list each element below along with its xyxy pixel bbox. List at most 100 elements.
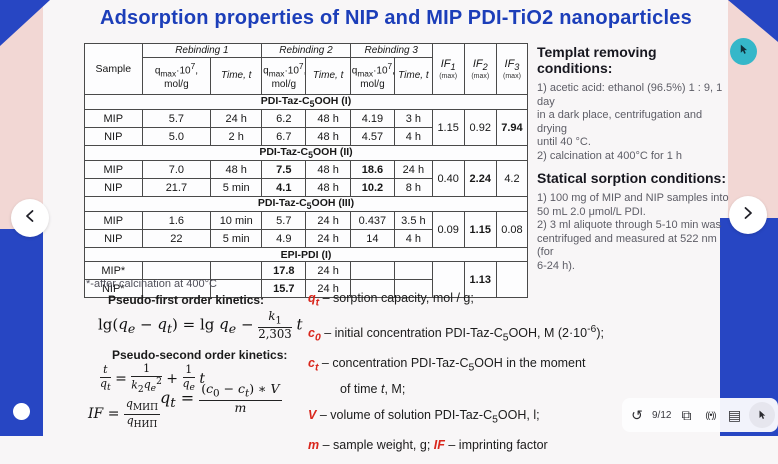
table-cell: 0.92 <box>463 109 497 147</box>
refresh-icon[interactable]: ↺ <box>631 407 643 423</box>
section-header: EPI-PDI (I) <box>84 247 528 263</box>
table-row: MIP 1.6 10 min 5.7 24 h 0.437 3.5 h 0.09 1.15 0.0… <box>84 211 529 249</box>
pointer-icon[interactable] <box>749 402 776 428</box>
imprinting-factor-equation: IF = qМИП qНИП <box>88 397 161 430</box>
statical-sorption-conditions: Statical sorption conditions: 1) 100 mg … <box>537 170 729 273</box>
table-cell <box>349 261 396 281</box>
definition-item: V – volume of solution PDI-Taz-C5OOH, l; <box>308 407 540 426</box>
table-cell: 24 h <box>305 229 351 249</box>
slide-counter: 9/12 <box>652 409 672 421</box>
table-cell: 4.57 <box>349 127 396 147</box>
table-cell: 1.6 <box>141 211 212 231</box>
symbol-definitions: qt – sorption capacity, mol / g; c0 – ini… <box>308 291 648 464</box>
section-header: PDI-Taz-C5OOH (II) <box>84 145 528 162</box>
table-cell: NIP <box>84 178 143 198</box>
table-cell: 48 h <box>305 127 351 147</box>
table-cell: 4.1 <box>261 178 307 198</box>
table-cell <box>431 261 465 299</box>
table-cell: 4.9 <box>261 229 307 249</box>
table-cell: MIP <box>84 109 143 129</box>
sorption-conditions-title: Statical sorption conditions: <box>537 170 727 186</box>
col-header-time: Time, t <box>210 57 263 95</box>
col-header-qmax: qmax·107, mol/g <box>141 57 212 95</box>
condition-line: until 40 °C. <box>537 136 591 148</box>
sorption-conditions-body: 1) 100 mg of MIP and NIP samples into 50 … <box>537 192 729 273</box>
table-cell: 1.13 <box>463 261 497 299</box>
table-row: MIP 7.0 48 h 7.5 48 h 18.6 24 h 0.40 2.24 4.2 <box>84 160 529 198</box>
viewer-toolbar: ↺ 9/12 ⧉ ((•)) ▤ <box>622 398 778 432</box>
col-header-time: Time, t <box>394 57 433 95</box>
top-left-triangle <box>0 0 50 46</box>
table-cell: 6.2 <box>261 109 307 129</box>
slide-title: Adsorption properties of NIP and MIP PDI… <box>100 7 692 29</box>
table-cell: 1.15 <box>463 211 497 249</box>
table-cell: 5 min <box>210 229 263 249</box>
previous-slide-button[interactable] <box>11 199 49 237</box>
pseudo-second-order-label: Pseudo-second order kinetics: <box>112 348 288 362</box>
table-cell: 7.0 <box>141 160 212 180</box>
condition-line: 1) 100 mg of MIP and NIP samples into <box>537 192 729 204</box>
definition-item: qt – sorption capacity, mol / g; <box>308 291 474 309</box>
condition-line: 6-24 h). <box>537 259 575 272</box>
table-cell <box>210 261 263 281</box>
condition-line: in a dark place, centrifugation and dryi… <box>537 109 703 135</box>
table-cell: 0.40 <box>431 160 465 198</box>
col-header-qmax: qmax·107, mol/g <box>349 57 396 95</box>
table-row: NIP* 15.7 24 h <box>84 279 528 299</box>
table-cell: MIP <box>84 211 143 231</box>
col-header-time: Time, t <box>305 57 351 95</box>
table-cell <box>349 279 396 299</box>
pseudo-first-order-label: Pseudo-first order kinetics: <box>108 293 265 307</box>
table-cell: 48 h <box>305 160 351 180</box>
present-icon[interactable]: ⧉ <box>681 407 692 423</box>
table-cell: 22 <box>141 229 212 249</box>
table-cell: 5.7 <box>141 109 212 129</box>
table-cell: 24 h <box>305 211 351 231</box>
condition-line: centrifuged and measured at 522 nm (for <box>537 232 717 259</box>
template-removing-conditions: Templat removing conditions: 1) acetic a… <box>537 44 729 163</box>
table-cell: 24 h <box>394 160 433 180</box>
table-cell: 5.7 <box>261 211 307 231</box>
pseudo-first-order-equation: lg(qe − qt) = lg qe − k1 2,303 t <box>98 309 303 341</box>
next-slide-button[interactable] <box>729 196 767 234</box>
col-header-if: IF3 (max) <box>495 43 529 95</box>
definition-item: c0 – initial concentration PDI-Taz-C5OOH… <box>308 323 604 344</box>
col-header-if: IF2 (max) <box>463 43 497 95</box>
left-blue-strip <box>0 229 43 436</box>
table-cell <box>495 261 529 299</box>
table-cell: 5.0 <box>141 127 212 147</box>
definition-item: ct – concentration PDI-Taz-C5OOH in the … <box>308 356 586 374</box>
table-row: NIP 21.7 5 min 4.1 48 h 10.2 8 h <box>84 178 528 198</box>
condition-line: 2) calcination at 400°C for 1 h <box>537 149 683 162</box>
table-cell: 0.09 <box>431 211 465 249</box>
broadcast-icon[interactable]: ((•)) <box>705 409 716 420</box>
table-cell: 14 <box>349 229 396 249</box>
remote-pointer-badge <box>730 38 757 65</box>
table-cell: 2 h <box>210 127 263 147</box>
definition-item: of time t, M; <box>340 381 406 396</box>
table-cell: 4.19 <box>349 109 396 129</box>
table-cell: NIP <box>84 229 143 249</box>
table-row: MIP* 17.8 24 h 1.13 <box>84 261 529 299</box>
table-cell: NIP* <box>84 279 143 299</box>
section-header: PDI-Taz-C5OOH (III) <box>84 196 528 213</box>
table-cell: 5 min <box>210 178 263 198</box>
table-cell: 0.437 <box>349 211 396 231</box>
table-cell: 4 h <box>394 229 433 249</box>
table-cell: 0.08 <box>495 211 529 249</box>
table-cell <box>394 279 433 299</box>
table-cell: MIP <box>84 160 143 180</box>
table-cell: 3 h <box>394 109 433 129</box>
table-cell: 6.7 <box>261 127 307 147</box>
notes-icon[interactable]: ▤ <box>727 407 742 423</box>
definition-item: m – sample weight, g; IF – imprinting fa… <box>308 438 548 453</box>
top-right-triangle <box>728 0 778 42</box>
table-cell: 48 h <box>305 178 351 198</box>
condition-line: 2) 3 ml aliquote through 5-10 min was <box>537 219 722 231</box>
table-row: NIP 22 5 min 4.9 24 h 14 4 h <box>84 229 528 249</box>
table-cell: 24 h <box>305 279 351 299</box>
table-cell: 3.5 h <box>394 211 433 231</box>
